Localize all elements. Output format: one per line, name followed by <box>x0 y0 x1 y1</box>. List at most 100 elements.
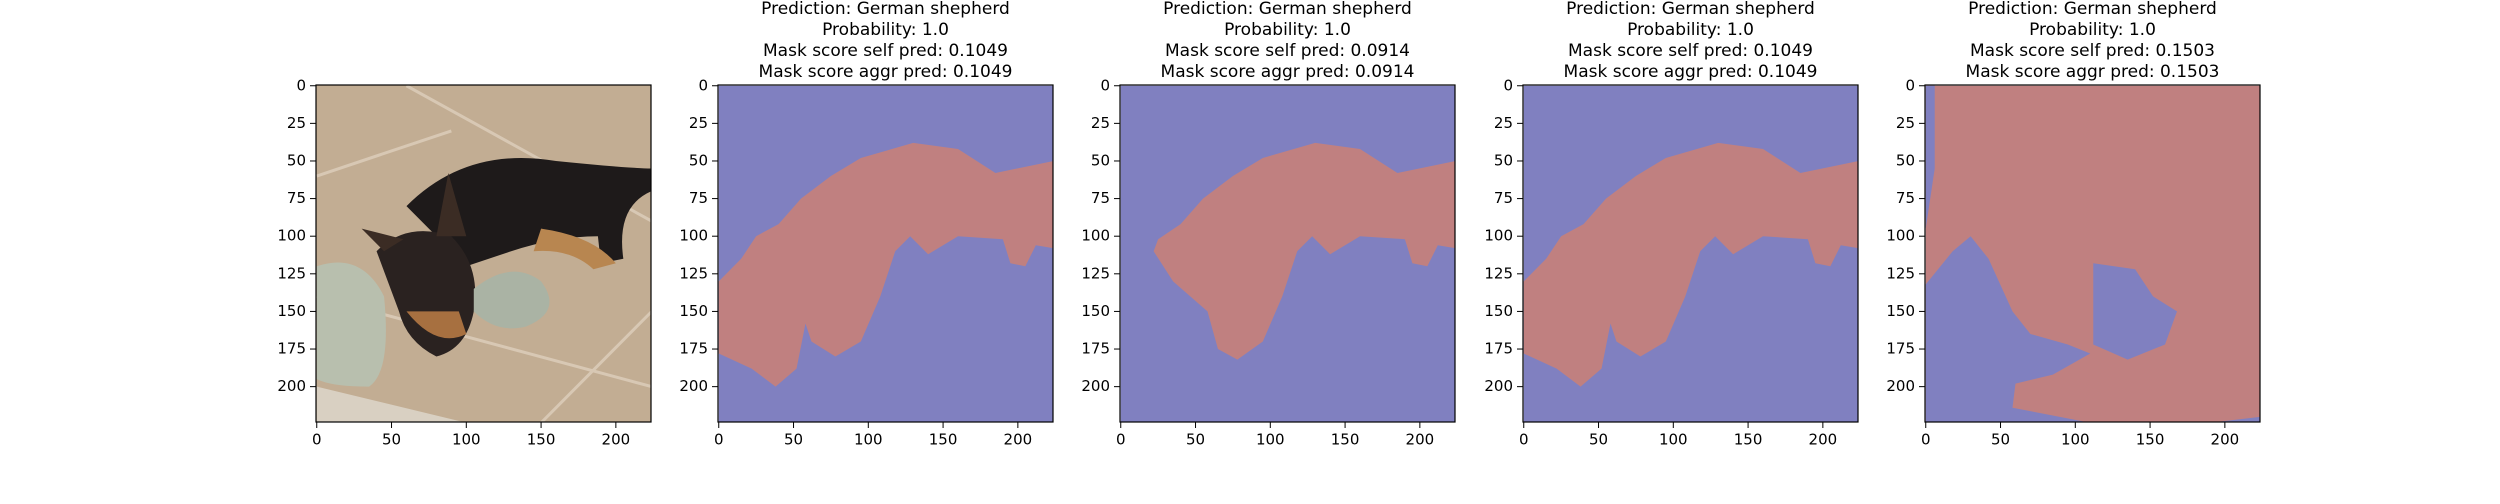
panel-title-line: Mask score self pred: 0.1049 <box>1568 41 1813 61</box>
axes-frame <box>717 84 1054 423</box>
x-tick-label: 200 <box>2211 431 2240 449</box>
x-tick-label: 0 <box>1519 431 1529 449</box>
y-tick-label: 150 <box>1886 302 1915 320</box>
panel-title-line: Mask score self pred: 0.1049 <box>763 41 1008 61</box>
y-tick-label: 50 <box>287 151 306 169</box>
y-tick-label: 100 <box>1886 227 1915 245</box>
y-tick-label: 175 <box>1081 340 1110 358</box>
panel-title-line: Prediction: German shepherd <box>761 0 1010 19</box>
panel-title-line: Probability: 1.0 <box>822 20 949 40</box>
x-tick-label: 50 <box>784 431 803 449</box>
y-tick-label: 75 <box>1896 189 1915 207</box>
y-tick-label: 100 <box>679 227 708 245</box>
y-tick-label: 25 <box>287 114 306 132</box>
y-tick-label: 200 <box>1081 377 1110 395</box>
panel: Prediction: German shepherdProbability: … <box>1484 0 1859 449</box>
x-tick-label: 150 <box>1734 431 1763 449</box>
y-tick-label: 125 <box>277 264 306 282</box>
x-tick-label: 50 <box>1991 431 2010 449</box>
y-tick-label: 150 <box>679 302 708 320</box>
panel-title-line: Mask score self pred: 0.1503 <box>1970 41 2215 61</box>
x-tick-label: 0 <box>312 431 322 449</box>
y-tick-label: 75 <box>1494 189 1513 207</box>
panel-title-line: Mask score aggr pred: 0.0914 <box>1161 62 1415 82</box>
y-tick-label: 125 <box>679 264 708 282</box>
x-tick-label: 100 <box>1659 431 1688 449</box>
panel: 0 50 100 150 200 0 25 50 75 100 125 150 175 200 <box>277 76 652 449</box>
x-tick-label: 0 <box>1116 431 1126 449</box>
x-tick-label: 100 <box>854 431 883 449</box>
y-tick-label: 25 <box>1494 114 1513 132</box>
y-tick-label: 175 <box>1886 340 1915 358</box>
axes-frame <box>315 84 652 423</box>
mask-image <box>1120 85 1455 422</box>
axes-frame <box>1924 84 2261 423</box>
y-tick-label: 50 <box>1494 151 1513 169</box>
y-tick-label: 100 <box>1081 227 1110 245</box>
y-tick-label: 0 <box>1503 76 1513 94</box>
panel-title-line: Mask score aggr pred: 0.1049 <box>759 62 1013 82</box>
y-tick-label: 100 <box>1484 227 1513 245</box>
y-tick-label: 75 <box>1091 189 1110 207</box>
panel-title-line: Prediction: German shepherd <box>1566 0 1815 19</box>
x-tick-label: 0 <box>714 431 724 449</box>
panel: Prediction: German shepherdProbability: … <box>1081 0 1456 449</box>
y-tick-label: 175 <box>277 340 306 358</box>
y-tick-label: 175 <box>1484 340 1513 358</box>
y-tick-label: 100 <box>277 227 306 245</box>
mask-image <box>1523 85 1858 422</box>
y-tick-label: 0 <box>698 76 708 94</box>
photo <box>316 85 651 422</box>
y-tick-label: 0 <box>1905 76 1915 94</box>
y-tick-label: 75 <box>689 189 708 207</box>
x-tick-label: 0 <box>1921 431 1931 449</box>
y-tick-label: 125 <box>1484 264 1513 282</box>
y-tick-label: 125 <box>1081 264 1110 282</box>
panel-title-line: Mask score aggr pred: 0.1503 <box>1966 62 2220 82</box>
x-tick-label: 150 <box>2136 431 2165 449</box>
y-tick-label: 175 <box>679 340 708 358</box>
y-tick-label: 25 <box>1896 114 1915 132</box>
x-tick-label: 150 <box>527 431 556 449</box>
y-tick-label: 25 <box>689 114 708 132</box>
x-tick-label: 100 <box>2061 431 2090 449</box>
x-tick-label: 200 <box>1809 431 1838 449</box>
y-tick-label: 50 <box>689 151 708 169</box>
y-tick-label: 50 <box>1091 151 1110 169</box>
x-tick-label: 150 <box>1331 431 1360 449</box>
panel-title-line: Probability: 1.0 <box>1627 20 1754 40</box>
y-tick-label: 75 <box>287 189 306 207</box>
y-tick-label: 200 <box>679 377 708 395</box>
x-tick-label: 100 <box>452 431 481 449</box>
x-tick-label: 200 <box>1406 431 1435 449</box>
panel-title-line: Mask score self pred: 0.0914 <box>1165 41 1410 61</box>
panel: Prediction: German shepherdProbability: … <box>1886 0 2261 449</box>
mask-image <box>718 85 1053 422</box>
y-tick-label: 25 <box>1091 114 1110 132</box>
x-tick-label: 50 <box>1589 431 1608 449</box>
y-tick-label: 200 <box>1886 377 1915 395</box>
y-tick-label: 0 <box>296 76 306 94</box>
y-tick-label: 50 <box>1896 151 1915 169</box>
y-tick-label: 0 <box>1100 76 1110 94</box>
x-tick-label: 200 <box>602 431 631 449</box>
x-tick-label: 100 <box>1256 431 1285 449</box>
panel-title-line: Probability: 1.0 <box>2029 20 2156 40</box>
x-tick-label: 200 <box>1004 431 1033 449</box>
y-tick-label: 150 <box>1081 302 1110 320</box>
mask-image <box>1925 85 2260 422</box>
panel-title-line: Prediction: German shepherd <box>1968 0 2217 19</box>
x-tick-label: 50 <box>1186 431 1205 449</box>
x-tick-label: 50 <box>382 431 401 449</box>
y-tick-label: 150 <box>277 302 306 320</box>
y-tick-label: 200 <box>1484 377 1513 395</box>
panel: Prediction: German shepherdProbability: … <box>679 0 1054 449</box>
axes-frame <box>1522 84 1859 423</box>
y-tick-label: 200 <box>277 377 306 395</box>
panel-title-line: Prediction: German shepherd <box>1163 0 1412 19</box>
y-tick-label: 150 <box>1484 302 1513 320</box>
y-tick-label: 125 <box>1886 264 1915 282</box>
panel-title-line: Mask score aggr pred: 0.1049 <box>1564 62 1818 82</box>
axes-frame <box>1119 84 1456 423</box>
